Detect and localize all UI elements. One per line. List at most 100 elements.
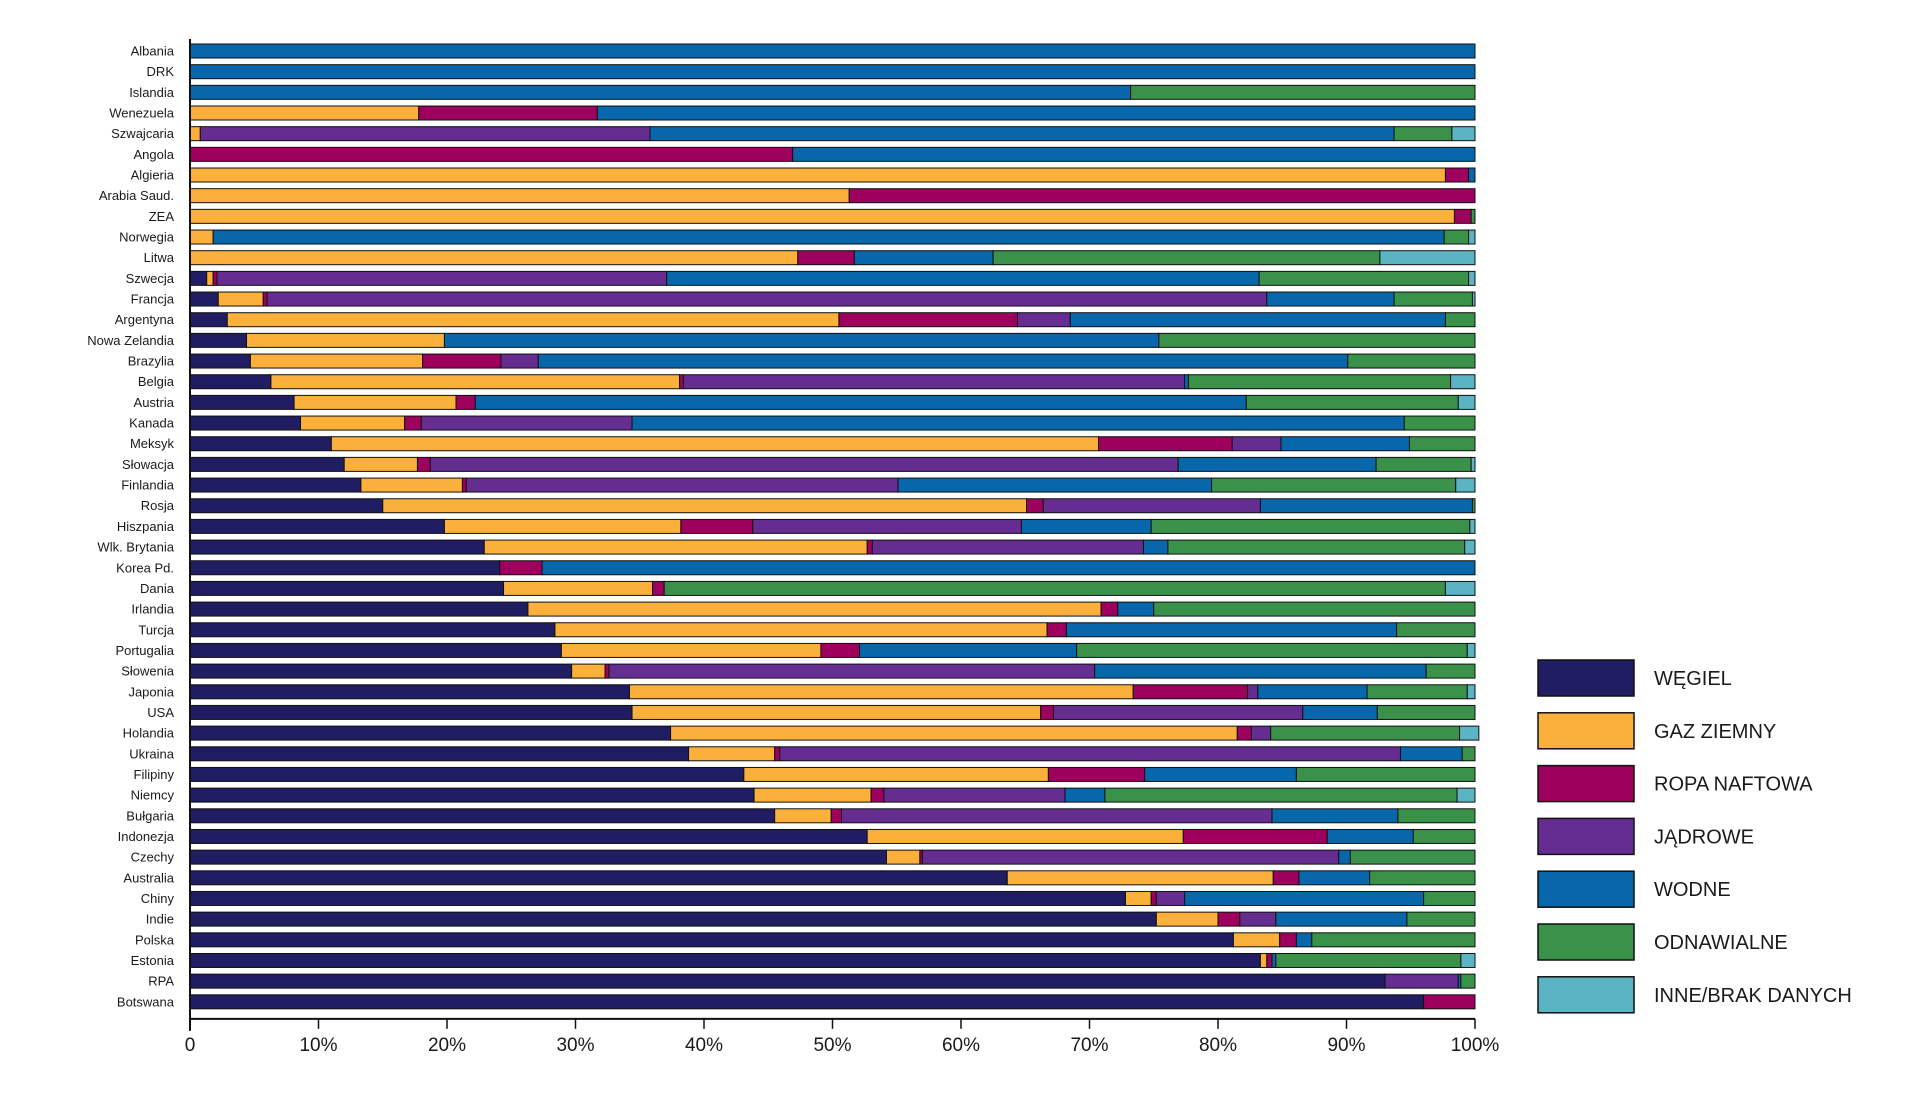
bar-segment-australia-wodne <box>1298 870 1371 886</box>
bar-segment-niemcy-odnawialne <box>1104 787 1458 803</box>
country-label-botswana: Botswana <box>117 994 175 1009</box>
bar-segment-angola-ropa-naftowa <box>189 146 794 162</box>
bar-segment-wlk-brytania-wodne <box>1142 539 1169 555</box>
bar-segment-niemcy-jadrowe <box>883 787 1066 803</box>
bar-segment-rosja-jadrowe <box>1042 498 1261 514</box>
bar-segment-argentyna-gaz-ziemny <box>226 312 840 328</box>
bar-segment-czechy-odnawialne <box>1349 849 1476 865</box>
bar-segment-austria-ropa-naftowa <box>455 394 476 410</box>
bar-segment-austria-gaz-ziemny <box>293 394 457 410</box>
x-tick-label: 90% <box>1327 1035 1365 1056</box>
bar-segment-argentyna-wegiel <box>189 312 228 328</box>
bar-segment-belgia-ropa-naftowa <box>679 374 684 390</box>
bar-segment-slowenia-wodne <box>1094 663 1427 679</box>
country-label-czechy: Czechy <box>131 850 175 865</box>
x-tick-label: 50% <box>813 1035 851 1056</box>
bar-segment-francja-wodne <box>1266 291 1395 307</box>
bar-segment-brazylia-ropa-naftowa <box>422 353 502 369</box>
bar-segment-ukraina-gaz-ziemny <box>688 746 776 762</box>
bar-segment-filipiny-gaz-ziemny <box>743 766 1049 782</box>
bar-segment-meksyk-gaz-ziemny <box>330 436 1099 452</box>
bar-segment-drk-wodne <box>189 64 1476 80</box>
x-tick-label: 30% <box>556 1035 594 1056</box>
bar-segment-rosja-ropa-naftowa <box>1026 498 1044 514</box>
bar-segment-litwa-gaz-ziemny <box>189 250 799 266</box>
bar-segment-albania-wodne <box>189 43 1476 59</box>
country-label-usa: USA <box>147 705 174 720</box>
bar-segment-indonezja-odnawialne <box>1412 828 1476 844</box>
bar-segment-australia-gaz-ziemny <box>1006 870 1274 886</box>
legend-swatch-gaz-ziemny <box>1537 712 1635 750</box>
country-label-nowa-zelandia: Nowa Zelandia <box>87 333 174 348</box>
bar-segment-indie-wodne <box>1275 911 1408 927</box>
legend-swatch-wegiel <box>1537 659 1635 697</box>
bar-segment-hiszpania-wodne <box>1020 518 1152 534</box>
bar-segment-chiny-jadrowe <box>1155 890 1186 906</box>
bar-segment-bulgaria-gaz-ziemny <box>774 808 832 824</box>
bar-segment-ukraina-wodne <box>1399 746 1463 762</box>
bar-segment-portugalia-gaz-ziemny <box>560 642 822 658</box>
bar-segment-rosja-gaz-ziemny <box>382 498 1028 514</box>
bar-segment-niemcy-wodne <box>1064 787 1106 803</box>
bar-segment-brazylia-gaz-ziemny <box>249 353 424 369</box>
bar-segment-turcja-ropa-naftowa <box>1046 622 1067 638</box>
bar-segment-litwa-odnawialne <box>992 250 1381 266</box>
country-label-szwecja: Szwecja <box>126 271 175 286</box>
bar-segment-szwajcaria-gaz-ziemny <box>189 126 201 142</box>
country-label-polska: Polska <box>135 932 175 947</box>
bar-segment-arabia-saud-gaz-ziemny <box>189 188 850 204</box>
bar-segment-argentyna-wodne <box>1069 312 1446 328</box>
bar-segment-japonia-wodne <box>1257 684 1368 700</box>
bar-segment-szwajcaria-inne-brak-danych <box>1451 126 1476 142</box>
bar-segment-szwecja-wodne <box>666 270 1260 286</box>
bar-segment-meksyk-ropa-naftowa <box>1097 436 1233 452</box>
bar-segment-estonia-ropa-naftowa <box>1266 952 1273 968</box>
bar-segment-korea-pd-ropa-naftowa <box>499 560 543 576</box>
country-label-filipiny: Filipiny <box>134 767 175 782</box>
bar-segment-indie-ropa-naftowa <box>1217 911 1241 927</box>
bar-segment-portugalia-wodne <box>858 642 1078 658</box>
bar-segment-rosja-wodne <box>1259 498 1473 514</box>
bar-segment-slowenia-jadrowe <box>608 663 1096 679</box>
bar-segment-indie-jadrowe <box>1239 911 1277 927</box>
bar-segment-filipiny-ropa-naftowa <box>1047 766 1146 782</box>
bar-segment-holandia-inne-brak-danych <box>1459 725 1480 741</box>
country-label-holandia: Holandia <box>123 726 175 741</box>
bar-segment-estonia-wegiel <box>189 952 1261 968</box>
bar-segment-hiszpania-gaz-ziemny <box>443 518 682 534</box>
bar-segment-belgia-odnawialne <box>1187 374 1452 390</box>
x-tick-label: 0 <box>185 1035 196 1056</box>
legend-swatch-inne-brak-danych <box>1537 976 1635 1014</box>
country-label-ukraina: Ukraina <box>129 746 175 761</box>
bar-segment-brazylia-wodne <box>537 353 1349 369</box>
bar-segment-slowenia-odnawialne <box>1425 663 1476 679</box>
bar-segment-japonia-gaz-ziemny <box>628 684 1134 700</box>
bar-segment-niemcy-wegiel <box>189 787 755 803</box>
bar-segment-chiny-wegiel <box>189 890 1126 906</box>
bar-segment-polska-wegiel <box>189 932 1234 948</box>
bar-segment-belgia-gaz-ziemny <box>270 374 681 390</box>
bar-segment-portugalia-inne-brak-danych <box>1466 642 1476 658</box>
country-label-drk: DRK <box>147 64 175 79</box>
bar-segment-indonezja-gaz-ziemny <box>866 828 1184 844</box>
x-tick-label: 80% <box>1199 1035 1237 1056</box>
bar-segment-indonezja-wodne <box>1326 828 1414 844</box>
bar-segment-turcja-wodne <box>1065 622 1398 638</box>
bar-segment-czechy-gaz-ziemny <box>885 849 921 865</box>
country-label-francja: Francja <box>131 292 175 307</box>
bar-segment-usa-jadrowe <box>1053 704 1304 720</box>
bar-segment-belgia-jadrowe <box>682 374 1186 390</box>
bar-segment-zea-gaz-ziemny <box>189 208 1455 224</box>
bar-segment-wenezuela-ropa-naftowa <box>418 105 598 121</box>
bar-segment-turcja-gaz-ziemny <box>554 622 1048 638</box>
legend-label-wodne: WODNE <box>1654 879 1731 901</box>
bar-segment-zea-odnawialne <box>1470 208 1476 224</box>
bar-segment-algieria-wodne <box>1468 167 1476 183</box>
country-label-islandia: Islandia <box>129 85 175 100</box>
bar-segment-norwegia-odnawialne <box>1443 229 1470 245</box>
country-label-belgia: Belgia <box>138 374 175 389</box>
country-label-albania: Albania <box>131 44 175 59</box>
bar-segment-niemcy-gaz-ziemny <box>753 787 872 803</box>
bar-segment-ukraina-ropa-naftowa <box>774 746 781 762</box>
bar-segment-irlandia-odnawialne <box>1153 601 1476 617</box>
